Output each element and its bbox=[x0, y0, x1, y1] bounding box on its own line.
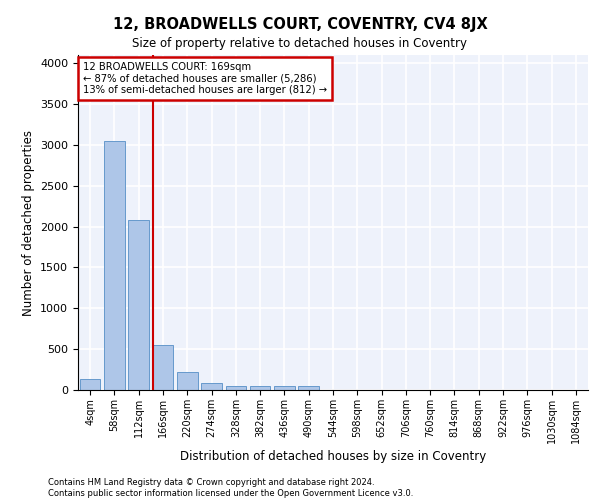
Text: 12 BROADWELLS COURT: 169sqm
← 87% of detached houses are smaller (5,286)
13% of : 12 BROADWELLS COURT: 169sqm ← 87% of det… bbox=[83, 62, 327, 95]
Bar bbox=[298, 386, 319, 390]
Y-axis label: Number of detached properties: Number of detached properties bbox=[22, 130, 35, 316]
Bar bbox=[177, 372, 197, 390]
Bar bbox=[80, 378, 100, 390]
Bar bbox=[128, 220, 149, 390]
Bar bbox=[152, 345, 173, 390]
Text: 12, BROADWELLS COURT, COVENTRY, CV4 8JX: 12, BROADWELLS COURT, COVENTRY, CV4 8JX bbox=[113, 18, 487, 32]
Bar bbox=[274, 386, 295, 390]
Bar bbox=[250, 386, 271, 390]
X-axis label: Distribution of detached houses by size in Coventry: Distribution of detached houses by size … bbox=[180, 450, 486, 463]
Bar bbox=[226, 386, 246, 390]
Bar bbox=[104, 141, 125, 390]
Bar bbox=[201, 384, 222, 390]
Text: Size of property relative to detached houses in Coventry: Size of property relative to detached ho… bbox=[133, 38, 467, 51]
Text: Contains HM Land Registry data © Crown copyright and database right 2024.
Contai: Contains HM Land Registry data © Crown c… bbox=[48, 478, 413, 498]
